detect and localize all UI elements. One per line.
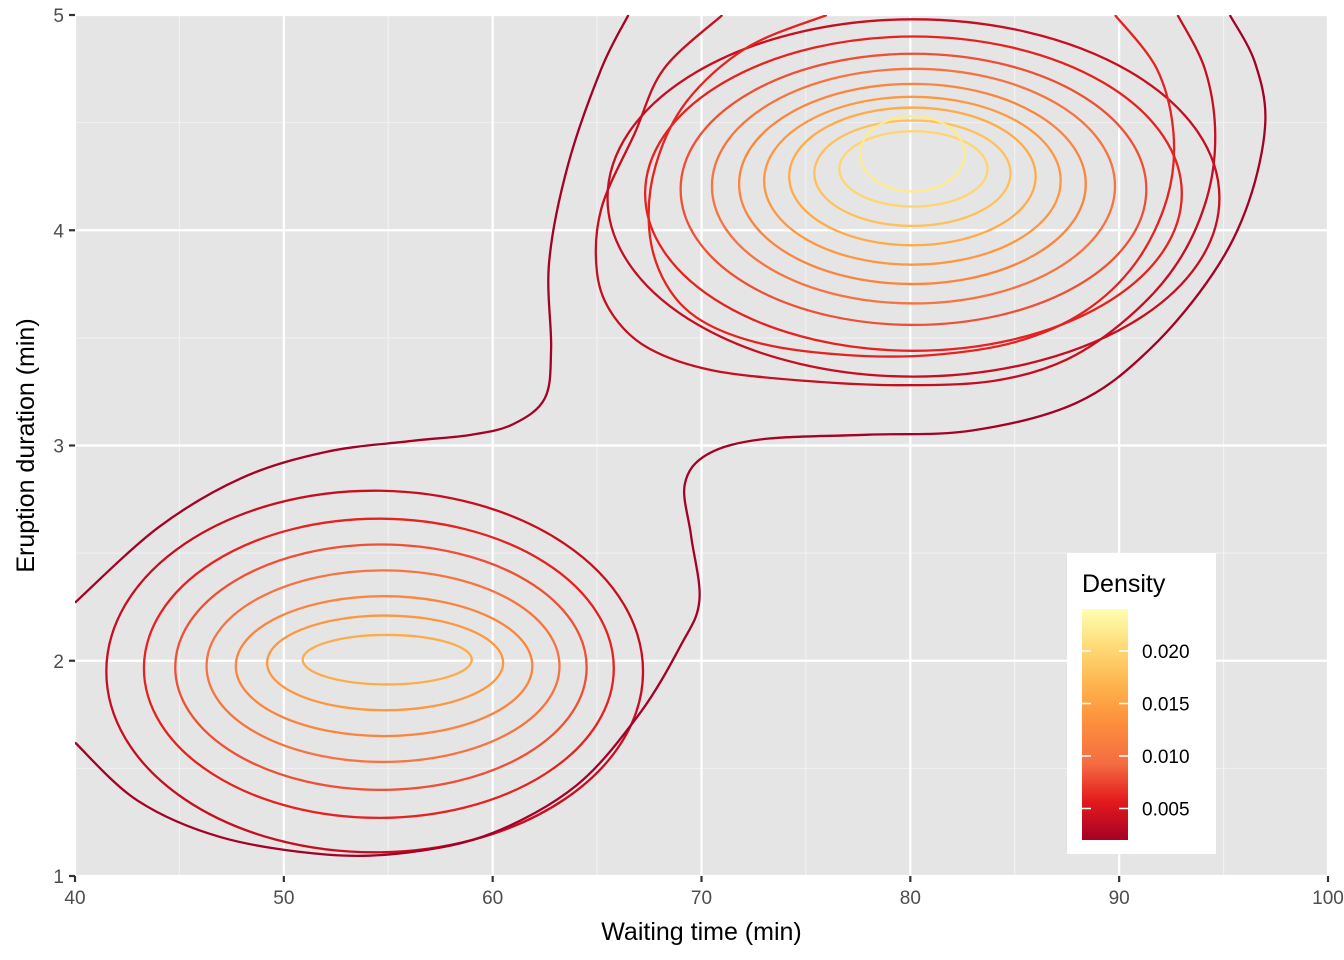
x-tick-label: 90 — [1109, 888, 1130, 909]
outer-contour-3 — [594, 15, 1217, 387]
contour-mode-1-level-5 — [737, 82, 1087, 286]
contour-mode-1-level-1 — [606, 18, 1221, 378]
legend-ticks: 0.005 0.010 0.015 0.020 — [1082, 642, 1190, 821]
contour-mode-1-level-9 — [838, 130, 989, 208]
contour-mode-1-level-3 — [679, 52, 1148, 327]
outer-contour-2 — [75, 15, 1267, 857]
outer-contour-1 — [75, 15, 630, 604]
contour-mode-1-level-10 — [859, 115, 966, 193]
contour-mode-2-level-3 — [174, 543, 588, 792]
legend-title: Density — [1082, 570, 1166, 598]
y-tick-label: 2 — [53, 652, 64, 673]
outer-contour-4 — [647, 15, 1176, 358]
x-tick-label: 80 — [900, 888, 921, 909]
contour-mode-1-level-6 — [763, 95, 1062, 266]
contour-mode-1-level-7 — [788, 106, 1037, 247]
x-tick-label: 60 — [482, 888, 503, 909]
y-axis-title: Eruption duration (min) — [12, 318, 40, 572]
contour-lines — [75, 15, 1267, 857]
contour-mode-1-level-8 — [813, 119, 1012, 228]
x-tick-label: 100 — [1312, 888, 1344, 909]
y-tick-label: 5 — [53, 6, 64, 27]
contour-mode-2-level-4 — [205, 569, 561, 764]
contour-mode-1-level-4 — [710, 67, 1117, 305]
x-axis-title: Waiting time (min) — [601, 918, 802, 946]
x-axis: 40 50 60 70 80 90 100 — [64, 876, 1344, 909]
x-tick-label: 40 — [64, 888, 85, 909]
legend-colorbar — [1082, 609, 1128, 840]
contour-mode-1-level-2 — [643, 35, 1183, 352]
y-tick-label: 3 — [53, 437, 64, 458]
contour-mode-2-level-1 — [105, 489, 645, 854]
legend-tick-label: 0.015 — [1142, 695, 1190, 716]
y-tick-label: 1 — [53, 867, 64, 888]
legend-tick-label: 0.005 — [1142, 800, 1190, 821]
x-tick-label: 50 — [273, 888, 294, 909]
contour-mode-2-level-6 — [265, 614, 505, 712]
y-tick-label: 4 — [53, 221, 64, 242]
legend: Density 0.005 0.010 0.015 0.020 — [1067, 553, 1216, 854]
legend-tick-label: 0.010 — [1142, 747, 1190, 768]
contour-mode-2-level-7 — [301, 633, 473, 686]
x-tick-label: 70 — [691, 888, 712, 909]
contour-mode-2-level-5 — [234, 595, 534, 738]
contour-mode-2-level-2 — [142, 517, 615, 820]
y-axis: 1 2 3 4 5 — [53, 6, 75, 888]
legend-tick-label: 0.020 — [1142, 642, 1190, 663]
